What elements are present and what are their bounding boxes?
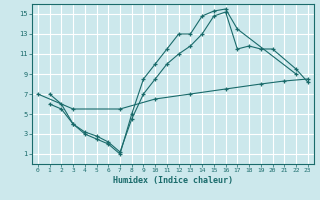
X-axis label: Humidex (Indice chaleur): Humidex (Indice chaleur) <box>113 176 233 185</box>
